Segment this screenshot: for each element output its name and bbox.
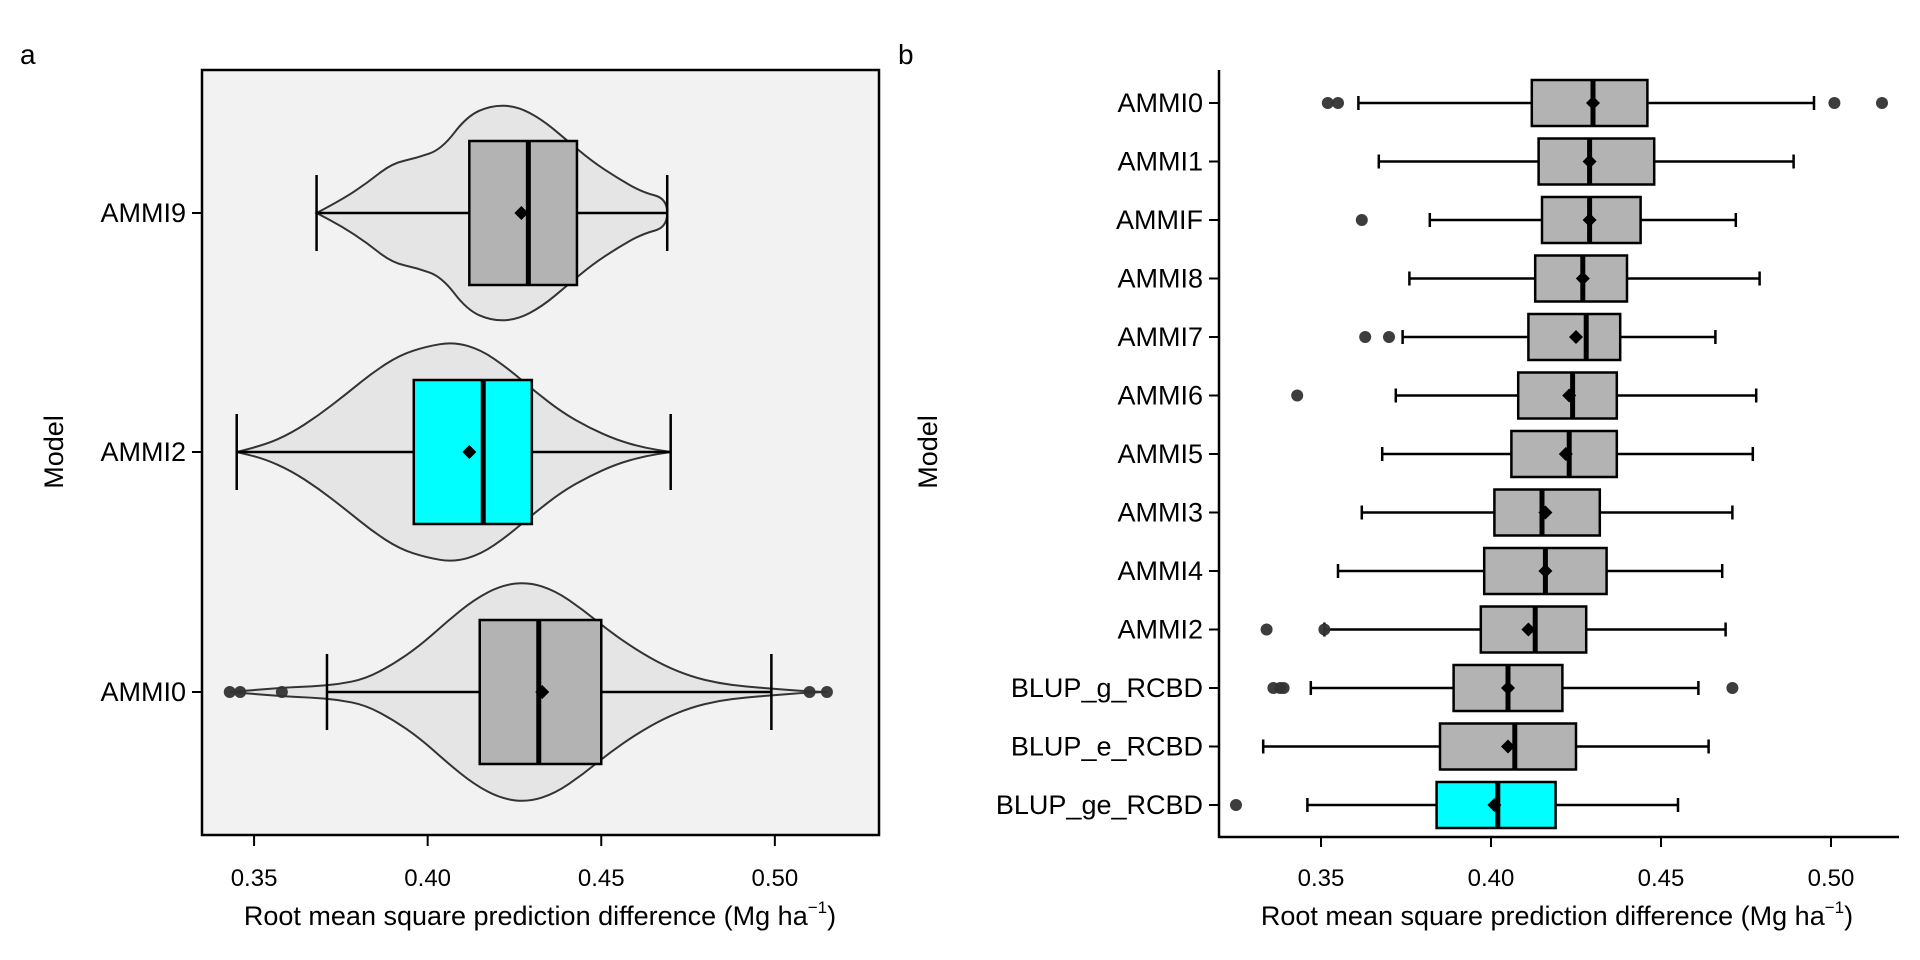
a-y-tick-label: AMMI9 [100, 198, 186, 228]
b-ammi7-outlier [1383, 331, 1395, 343]
b-ammi0-outlier [1828, 97, 1841, 109]
b-blup_g_rcbd-mean-marker [1501, 681, 1515, 695]
panel-a-x-axis-title-main: Root mean square prediction difference (… [244, 901, 809, 931]
panel-a-y-axis-title: Model [39, 415, 69, 489]
b-y-tick-label: AMMI5 [1117, 439, 1203, 469]
b-y-tick-label: AMMI8 [1117, 264, 1203, 294]
b-y-tick-label: AMMI3 [1117, 498, 1203, 528]
a-y-tick-label: AMMI2 [100, 437, 186, 467]
panel-a-x-axis-title-sup: −1 [808, 898, 827, 917]
b-y-tick-label: AMMI0 [1117, 88, 1203, 118]
panel-b-x-axis: 0.35 0.40 0.45 0.50 [1298, 837, 1855, 892]
a-ammi0-outlier [275, 686, 288, 698]
b-y-tick-label: BLUP_g_RCBD [1011, 673, 1203, 703]
b-ammi2-mean-marker [1521, 622, 1536, 637]
panel-a-x-axis-title: Root mean square prediction difference (… [244, 898, 836, 931]
panel-a-x-axis-title-close: ) [827, 901, 836, 931]
a-ammi9-mean-marker [514, 206, 529, 220]
panel-a-x-axis: 0.35 0.40 0.45 0.50 [231, 836, 798, 892]
b-ammi7-box [1527, 312, 1622, 362]
b-y-tick-label: BLUP_ge_RCBD [996, 790, 1203, 820]
b-ammi2-outlier [1318, 623, 1331, 636]
b-blup_g_rcbd-outlier [1277, 682, 1290, 694]
b-ammi6-outlier [1291, 389, 1304, 402]
a-ammi0-outlier [803, 686, 816, 698]
panel-b-label: b [898, 39, 914, 70]
b-ammi8-mean-marker [1575, 271, 1590, 286]
a-ammi0-mean-marker [535, 685, 550, 699]
b-ammi7-outlier [1359, 331, 1372, 343]
a-x-tick-label: 0.40 [404, 865, 451, 892]
panel-b-y-axis-title: Model [913, 415, 943, 489]
b-x-tick-label: 0.50 [1808, 865, 1855, 892]
panel-a-label: a [20, 39, 36, 70]
b-y-tick-label: AMMI4 [1117, 556, 1203, 586]
b-ammi4-mean-marker [1538, 564, 1553, 578]
a-ammi2-mean-marker [462, 445, 477, 459]
b-ammi6-mean-marker [1562, 388, 1577, 403]
b-blup_g_rcbd-outlier [1726, 682, 1739, 694]
panel-a-y-axis: AMMI9 AMMI2 AMMI0 [100, 198, 202, 707]
b-ammi0-outlier [1332, 97, 1344, 109]
a-ammi0-outlier [820, 686, 833, 698]
b-blup_e_rcbd-mean-marker [1501, 739, 1515, 754]
b-ammi0-outlier [1321, 97, 1334, 109]
a-x-tick-label: 0.35 [231, 865, 278, 892]
b-blup_ge_rcbd-outlier [1230, 799, 1242, 811]
b-ammi7-mean-marker [1569, 330, 1583, 344]
b-ammi5-mean-marker [1558, 447, 1573, 461]
a-x-tick-label: 0.45 [578, 865, 625, 892]
b-ammif-mean-marker [1582, 213, 1597, 227]
b-y-tick-label: AMMI7 [1117, 322, 1203, 352]
panel-b-x-axis-title-main: Root mean square prediction difference (… [1261, 901, 1826, 931]
b-ammi2-outlier [1260, 623, 1273, 636]
b-y-tick-label: AMMI2 [1117, 615, 1203, 645]
b-ammif-outlier [1355, 214, 1368, 226]
panel-b-x-axis-title: Root mean square prediction difference (… [1261, 898, 1853, 931]
b-ammi0-outlier [1876, 97, 1888, 109]
b-ammi0-mean-marker [1586, 96, 1600, 110]
panel-b-x-axis-title-close: ) [1844, 901, 1853, 931]
a-ammi0-outlier [234, 686, 247, 698]
b-ammi3-mean-marker [1538, 505, 1553, 520]
a-ammi0-outlier [223, 686, 236, 698]
b-x-tick-label: 0.40 [1468, 865, 1515, 892]
panel-b-x-axis-title-sup: −1 [1825, 898, 1844, 917]
b-x-tick-label: 0.35 [1298, 865, 1345, 892]
b-blup_ge_rcbd-mean-marker [1487, 798, 1502, 812]
b-y-tick-label: AMMI1 [1117, 147, 1203, 177]
a-x-tick-label: 0.50 [751, 865, 798, 892]
b-x-tick-label: 0.45 [1638, 865, 1685, 892]
panel-b-y-axis: AMMI0 AMMI1 AMMIF AMMI8 AMMI7 AMMI6 AMMI5 AMMI3… [996, 88, 1219, 820]
a-y-tick-label: AMMI0 [100, 677, 186, 707]
panel-b-plot-area [1230, 78, 1888, 830]
b-y-tick-label: AMMI6 [1117, 381, 1203, 411]
b-y-tick-label: AMMIF [1116, 205, 1203, 235]
panel-a-plot-area [223, 104, 833, 802]
b-y-tick-label: BLUP_e_RCBD [1011, 732, 1203, 762]
b-ammi1-mean-marker [1582, 154, 1597, 169]
